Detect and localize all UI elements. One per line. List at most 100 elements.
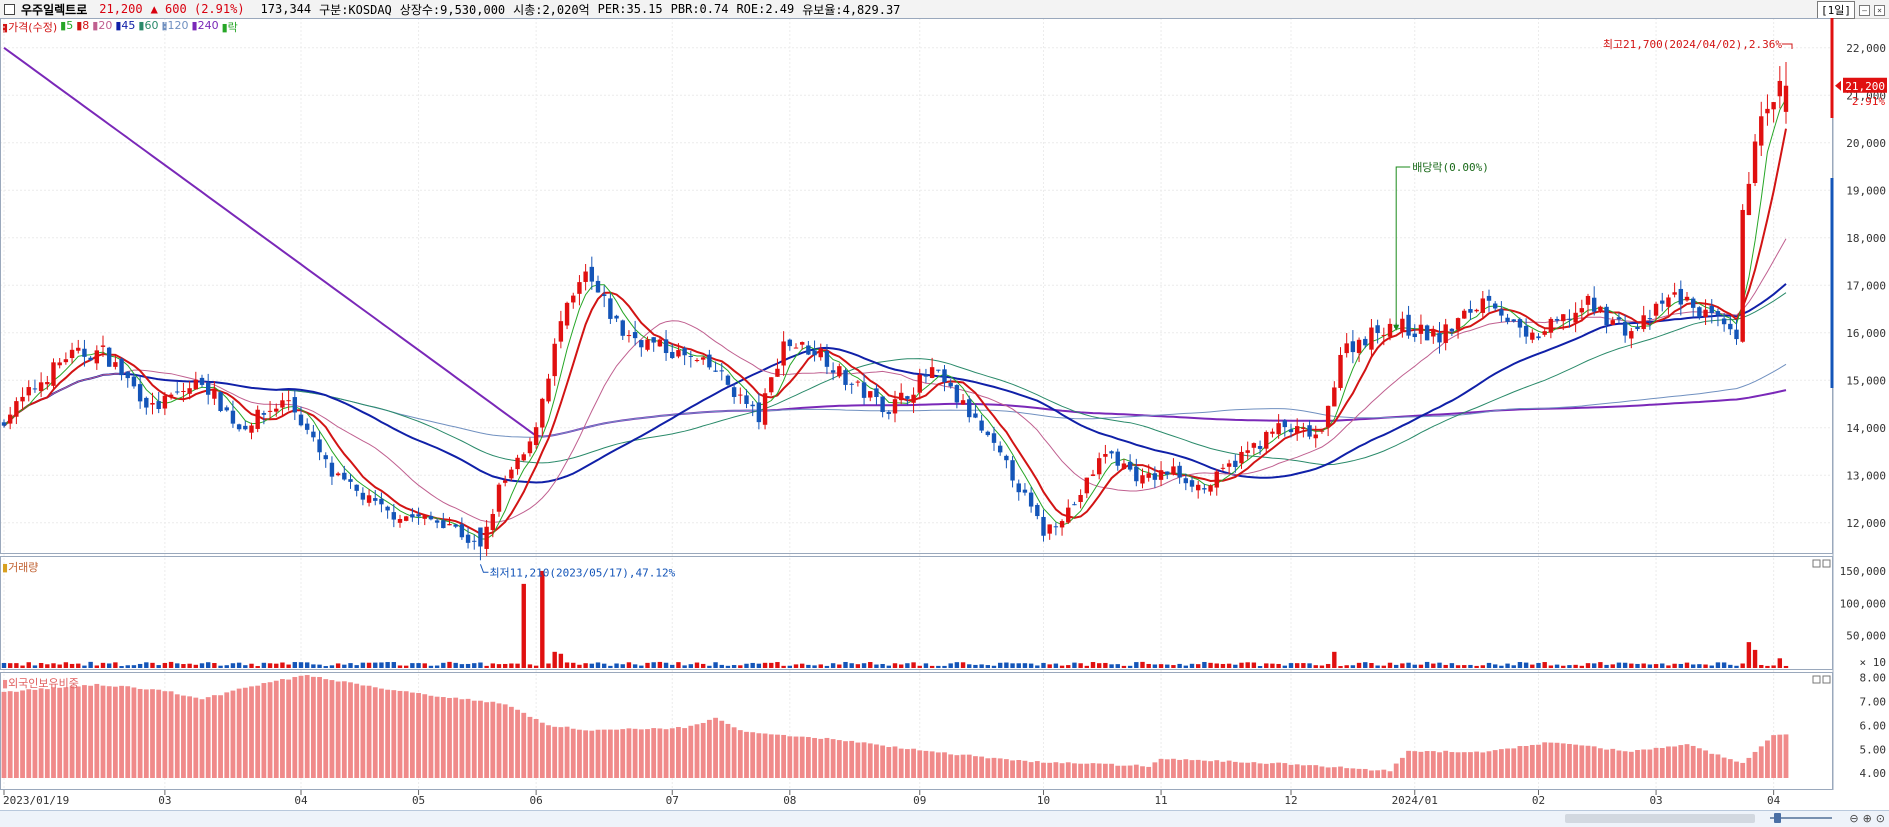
foreign-bar[interactable] [1028, 762, 1034, 778]
candle[interactable] [775, 358, 780, 377]
volume-bar[interactable] [1152, 664, 1158, 668]
volume-bar[interactable] [360, 662, 366, 668]
foreign-bar[interactable] [948, 754, 954, 778]
foreign-bar[interactable] [960, 754, 966, 778]
foreign-bar[interactable] [527, 716, 533, 778]
volume-bar[interactable] [1567, 665, 1572, 668]
candle[interactable] [812, 340, 817, 362]
candle[interactable] [1499, 301, 1504, 323]
foreign-bar[interactable] [1171, 758, 1176, 778]
foreign-bar[interactable] [1758, 746, 1764, 778]
volume-bar[interactable] [69, 663, 75, 668]
volume-bar[interactable] [1697, 664, 1702, 668]
volume-bar[interactable] [645, 662, 650, 668]
foreign-bar[interactable] [218, 695, 223, 778]
candle[interactable] [1418, 314, 1424, 345]
foreign-bar[interactable] [1381, 769, 1387, 778]
volume-bar[interactable] [113, 662, 118, 668]
volume-bar[interactable] [1171, 665, 1176, 668]
candle[interactable] [929, 357, 935, 379]
volume-bar[interactable] [799, 663, 805, 668]
volume-bar[interactable] [1375, 665, 1380, 668]
foreign-bar[interactable] [793, 736, 799, 778]
volume-bar[interactable] [422, 663, 427, 668]
volume-bar[interactable] [156, 665, 161, 668]
candle[interactable] [750, 401, 755, 417]
candle[interactable] [552, 338, 557, 386]
foreign-bar[interactable] [818, 738, 824, 778]
candle[interactable] [1375, 319, 1380, 344]
volume-bar[interactable] [967, 664, 972, 668]
volume-bar[interactable] [1684, 662, 1690, 668]
foreign-bar[interactable] [1647, 749, 1653, 778]
foreign-bar[interactable] [379, 688, 384, 778]
candle[interactable] [1090, 469, 1096, 477]
volume-bar[interactable] [861, 663, 867, 668]
foreign-bar[interactable] [1721, 757, 1727, 778]
foreign-bar[interactable] [595, 729, 601, 778]
foreign-bar[interactable] [1338, 766, 1343, 778]
volume-bar[interactable] [577, 664, 582, 668]
candle[interactable] [905, 395, 910, 405]
candle[interactable] [1468, 300, 1473, 321]
volume-bar[interactable] [434, 665, 440, 668]
candle[interactable] [1703, 299, 1708, 326]
candle[interactable] [756, 393, 762, 430]
candle[interactable] [1016, 479, 1021, 501]
volume-bar[interactable] [991, 665, 997, 668]
volume-bar[interactable] [688, 664, 694, 668]
volume-bar[interactable] [1282, 665, 1288, 668]
volume-bar[interactable] [1455, 665, 1461, 668]
foreign-bar[interactable] [360, 685, 366, 778]
candle[interactable] [1288, 423, 1294, 438]
candle[interactable] [1542, 328, 1547, 337]
candle[interactable] [1616, 312, 1622, 324]
candle[interactable] [490, 508, 496, 538]
foreign-bar[interactable] [199, 699, 205, 778]
candle[interactable] [1660, 292, 1665, 312]
volume-bar[interactable] [1004, 662, 1009, 668]
candle[interactable] [1536, 333, 1541, 341]
checkbox-icon[interactable] [4, 3, 15, 15]
candle[interactable] [441, 512, 446, 529]
foreign-bar[interactable] [1003, 759, 1009, 778]
volume-bar[interactable] [954, 662, 960, 668]
candle[interactable] [502, 475, 508, 487]
volume-bar[interactable] [787, 665, 793, 668]
volume-bar[interactable] [1771, 665, 1776, 668]
legend-ma120[interactable]: ▮120 [161, 19, 189, 32]
candle[interactable] [205, 373, 211, 405]
volume-bar[interactable] [236, 662, 242, 668]
foreign-bar[interactable] [354, 683, 360, 778]
candle[interactable] [1152, 466, 1158, 488]
candle[interactable] [1053, 522, 1059, 536]
candle[interactable] [738, 387, 743, 404]
volume-bar[interactable] [1047, 664, 1052, 668]
foreign-bar[interactable] [508, 706, 514, 778]
volume-bar[interactable] [533, 665, 539, 668]
candle[interactable] [150, 392, 155, 415]
foreign-bar[interactable] [143, 689, 149, 778]
candle[interactable] [1591, 286, 1597, 316]
volume-bar[interactable] [849, 663, 854, 668]
volume-bar[interactable] [1028, 663, 1034, 668]
candle[interactable] [1412, 324, 1417, 342]
foreign-bar[interactable] [1350, 768, 1356, 778]
volume-bar[interactable] [1462, 665, 1467, 668]
foreign-bar[interactable] [719, 720, 725, 778]
foreign-bar[interactable] [100, 685, 106, 778]
candle[interactable] [1313, 425, 1318, 448]
foreign-bar[interactable] [1616, 750, 1622, 778]
candle[interactable] [663, 330, 669, 361]
panel-close-icon[interactable] [1822, 675, 1831, 684]
candle[interactable] [7, 406, 13, 430]
foreign-bar[interactable] [193, 697, 199, 778]
foreign-bar[interactable] [1529, 744, 1535, 778]
volume-bar[interactable] [1647, 664, 1653, 668]
candle[interactable] [1765, 94, 1770, 126]
candle[interactable] [1641, 305, 1646, 332]
foreign-bar[interactable] [1517, 746, 1523, 778]
candle[interactable] [1183, 473, 1189, 491]
candle[interactable] [855, 380, 861, 387]
volume-bar[interactable] [521, 583, 526, 668]
